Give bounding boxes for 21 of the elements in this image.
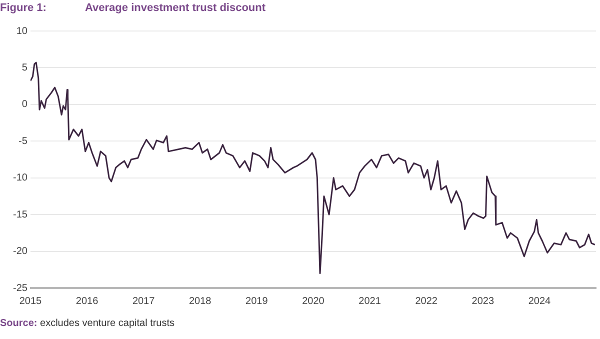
y-tick-label: -5 xyxy=(18,136,28,147)
y-tick-label: 10 xyxy=(16,26,28,37)
y-tick-label: 5 xyxy=(22,62,28,74)
y-tick-label: -15 xyxy=(13,209,28,220)
y-tick-label: -10 xyxy=(13,172,28,184)
x-tick-label: 2023 xyxy=(472,296,494,307)
chart-title: Average investment trust discount xyxy=(85,2,266,14)
x-tick-label: 2017 xyxy=(132,296,156,307)
x-tick-label: 2016 xyxy=(76,296,99,307)
caption: Figure 1: xyxy=(0,2,48,14)
y-tick-label: -20 xyxy=(13,246,28,258)
x-tick-label: 2024 xyxy=(528,296,552,307)
x-tick-label: 2022 xyxy=(415,296,438,307)
x-tick-label: 2018 xyxy=(188,296,212,307)
source-note: Source: excludes venture capital trusts xyxy=(0,318,175,329)
x-tick-label: 2021 xyxy=(358,296,382,307)
x-tick-label: 2015 xyxy=(19,296,42,307)
y-tick-label: 0 xyxy=(22,99,28,110)
x-tick-label: 2019 xyxy=(246,296,268,307)
y-tick-label: -25 xyxy=(13,282,28,294)
x-tick-label: 2020 xyxy=(302,296,325,307)
